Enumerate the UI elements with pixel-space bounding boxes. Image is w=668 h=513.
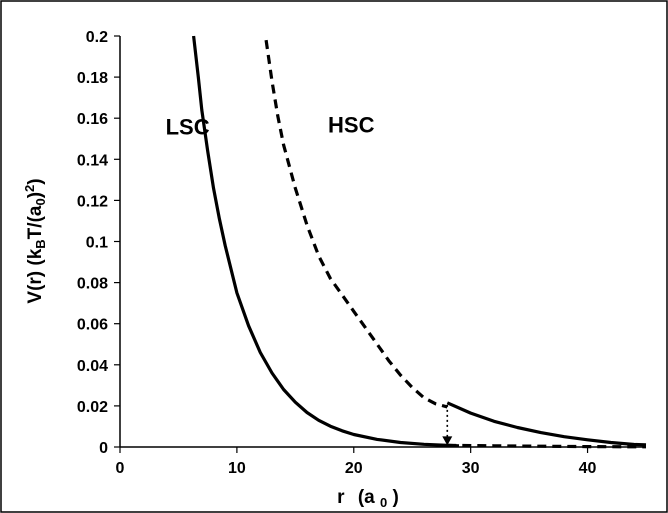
y-axis-title: V(r) (kBT/(a0)2) bbox=[22, 178, 48, 303]
x-tick-label: 0 bbox=[116, 460, 125, 477]
y-tick-label: 0.14 bbox=[77, 152, 108, 169]
y-tick-label: 0.02 bbox=[77, 399, 108, 416]
x-tick-label: 10 bbox=[228, 460, 246, 477]
x-axis-ticks: 0 10 20 30 40 bbox=[116, 447, 597, 477]
y-tick-label: 0.1 bbox=[86, 235, 108, 252]
series-line-segment-2 bbox=[446, 401, 647, 447]
y-tick-label: 0.2 bbox=[86, 29, 108, 46]
y-axis-ticks: 0 0.02 0.04 0.06 0.08 0.1 0.12 0.14 0.16 0.18 0.2 bbox=[77, 29, 120, 457]
y-tick-label: 0 bbox=[99, 440, 108, 457]
series-label-layer: LSC HSC bbox=[166, 113, 375, 140]
x-tick-label: 40 bbox=[579, 460, 597, 477]
y-tick-label: 0.16 bbox=[77, 111, 108, 128]
annotation-layer bbox=[442, 404, 453, 446]
series-label-lsc: LSC bbox=[166, 115, 210, 140]
series-line-segment-3 bbox=[447, 443, 647, 449]
y-tick-label: 0.12 bbox=[77, 193, 108, 210]
y-tick-label: 0.06 bbox=[77, 317, 108, 334]
series-layer bbox=[192, 35, 647, 449]
series-line-hsc bbox=[264, 39, 448, 409]
y-tick-label: 0.04 bbox=[77, 358, 108, 375]
annotation-arrowhead bbox=[442, 436, 453, 446]
x-tick-label: 20 bbox=[345, 460, 363, 477]
x-axis-title: r (a 0 ) bbox=[337, 487, 399, 512]
y-tick-label: 0.18 bbox=[77, 70, 108, 87]
series-label-hsc: HSC bbox=[328, 113, 375, 138]
x-tick-label: 30 bbox=[462, 460, 480, 477]
series-line-lsc bbox=[192, 35, 460, 448]
y-tick-label: 0.08 bbox=[77, 276, 108, 293]
